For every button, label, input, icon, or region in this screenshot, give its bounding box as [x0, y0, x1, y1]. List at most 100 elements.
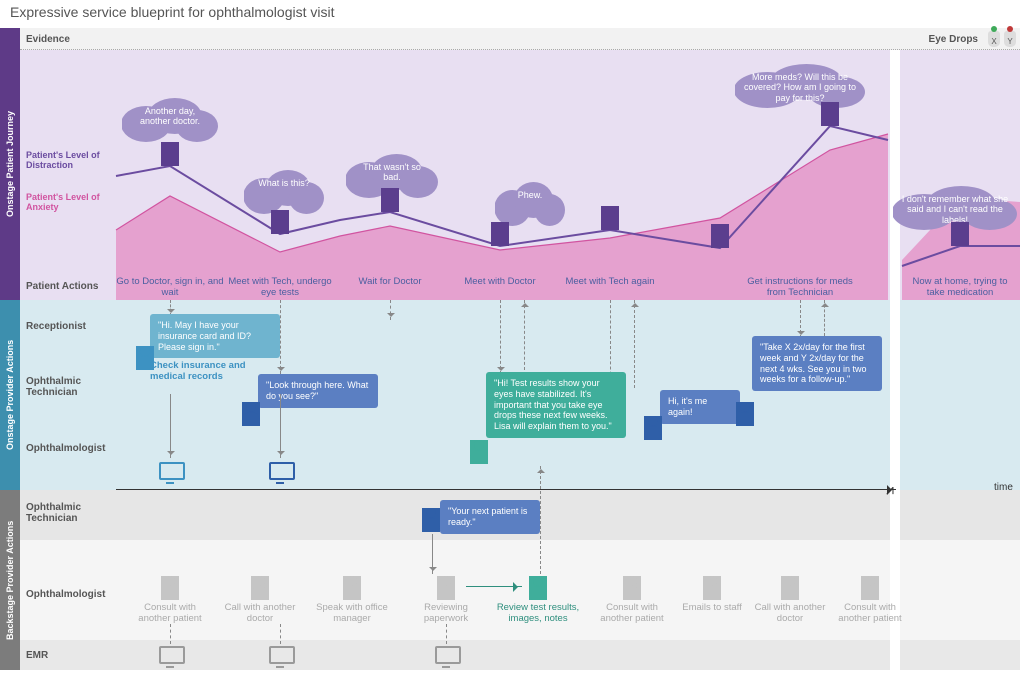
backstage-task-label: Call with another doctor [748, 602, 832, 625]
flow-arrow [540, 466, 541, 574]
monitor-icon [269, 462, 291, 480]
doctor-icon [251, 576, 269, 600]
doctor-icon [623, 576, 641, 600]
label-receptionist: Receptionist [20, 312, 116, 340]
thought-cloud: More meds? Will this be covered? How am … [735, 62, 865, 113]
flow-arrow [524, 300, 525, 370]
monitor-icon [159, 462, 181, 480]
backstage-task-label: Review test results, images, notes [496, 602, 580, 625]
flow-arrow [280, 300, 281, 374]
label-anxiety: Patient's Level of Anxiety [26, 192, 116, 212]
band-emr-right [900, 640, 1020, 670]
thought-cloud: Another day, another doctor. [122, 96, 218, 137]
doctor-icon [861, 576, 879, 600]
flow-arrow [800, 300, 801, 338]
backstage-task-label: Reviewing paperwork [404, 602, 488, 625]
speech-bubble: "Your next patient is ready." [440, 500, 540, 534]
flow-arrow [390, 300, 391, 320]
flow-arrow [280, 394, 281, 458]
band-onstage-right [900, 300, 1020, 490]
band-back2-right [900, 540, 1020, 640]
backstage-task-label: Speak with office manager [310, 602, 394, 625]
doctor-icon [437, 576, 455, 600]
patient-icon [821, 102, 839, 126]
backstage-task-label: Emails to staff [670, 602, 754, 613]
patient-action-label: Go to Doctor, sign in, and wait [115, 276, 225, 299]
band-back1-right [900, 490, 1020, 540]
flow-arrow [170, 394, 171, 458]
label-evidence: Evidence [20, 28, 116, 50]
receptionist-note: Check insurance and medical records [150, 360, 270, 383]
patient-action-label: Now at home, trying to take medication [905, 276, 1015, 299]
speech-bubble: "Take X 2x/day for the first week and Y … [752, 336, 882, 391]
receptionist-icon [136, 346, 154, 370]
time-label: time [994, 482, 1013, 493]
speech-bubble: "Look through here. What do you see?" [258, 374, 378, 408]
doctor-icon [703, 576, 721, 600]
patient-icon [271, 210, 289, 234]
lane-onstage-provider: Onstage Provider Actions [0, 300, 20, 490]
backstage-task-label: Call with another doctor [218, 602, 302, 625]
evidence-divider [20, 49, 1020, 50]
flow-arrow [634, 300, 635, 388]
legend-label: Eye Drops [929, 34, 978, 45]
thought-cloud: That wasn't so bad. [346, 152, 438, 193]
label-ophthalmologist-back: Ophthalmologist [20, 580, 116, 608]
flow-arrow [500, 300, 501, 374]
doctor-icon [343, 576, 361, 600]
flow-arrow [280, 624, 281, 644]
time-break-icon: ⩘ [886, 481, 894, 498]
tech-icon [644, 416, 662, 440]
speech-bubble: "Hi! Test results show your eyes have st… [486, 372, 626, 438]
flow-arrow [432, 534, 433, 574]
patient-action-label: Wait for Doctor [335, 276, 445, 287]
monitor-icon [159, 646, 181, 664]
thought-cloud: Phew. [495, 180, 565, 210]
label-patient-actions: Patient Actions [20, 272, 116, 300]
doctor-icon [529, 576, 547, 600]
patient-icon [161, 142, 179, 166]
legend-eyedrops: Eye Drops X Y [904, 29, 1022, 49]
label-emr: EMR [20, 642, 116, 668]
label-oph-tech: Ophthalmic Technician [20, 372, 116, 402]
patient-action-label: Meet with Doctor [445, 276, 555, 287]
backstage-task-label: Consult with another patient [590, 602, 674, 625]
doctor-icon [161, 576, 179, 600]
band-backstage-doc [20, 540, 890, 640]
eyedrop-y-icon: Y [1004, 31, 1016, 47]
tech-icon [736, 402, 754, 426]
patient-action-label: Get instructions for meds from Technicia… [745, 276, 855, 299]
patient-icon [491, 222, 509, 246]
patient-action-label: Meet with Tech, undergo eye tests [225, 276, 335, 299]
lane-patient-journey: Onstage Patient Journey [0, 28, 20, 300]
time-axis [116, 489, 896, 490]
speech-bubble: "Hi. May I have your insurance card and … [150, 314, 280, 358]
label-ophthalmologist: Ophthalmologist [20, 434, 116, 462]
label-oph-tech-back: Ophthalmic Technician [20, 498, 116, 528]
band-evidence [20, 28, 980, 50]
patient-icon [711, 224, 729, 248]
patient-icon [381, 188, 399, 212]
label-distraction: Patient's Level of Distraction [26, 150, 116, 170]
thought-cloud: What is this? [244, 168, 324, 198]
monitor-icon [435, 646, 457, 664]
flow-arrow [466, 586, 522, 587]
flow-arrow [824, 300, 825, 336]
flow-arrow [446, 624, 447, 644]
patient-icon [601, 206, 619, 230]
doctor-icon [470, 440, 488, 464]
patient-icon [951, 222, 969, 246]
flow-arrow [170, 624, 171, 644]
tech-icon [422, 508, 440, 532]
lane-backstage-provider: Backstage Provider Actions [0, 490, 20, 670]
monitor-icon [269, 646, 291, 664]
patient-action-label: Meet with Tech again [555, 276, 665, 287]
eyedrop-x-icon: X [988, 31, 1000, 47]
doctor-icon [781, 576, 799, 600]
band-journey-right [900, 50, 1020, 300]
tech-icon [242, 402, 260, 426]
backstage-task-label: Consult with another patient [828, 602, 912, 625]
backstage-task-label: Consult with another patient [128, 602, 212, 625]
speech-bubble: Hi, it's me again! [660, 390, 740, 424]
page-title: Expressive service blueprint for ophthal… [10, 4, 334, 20]
